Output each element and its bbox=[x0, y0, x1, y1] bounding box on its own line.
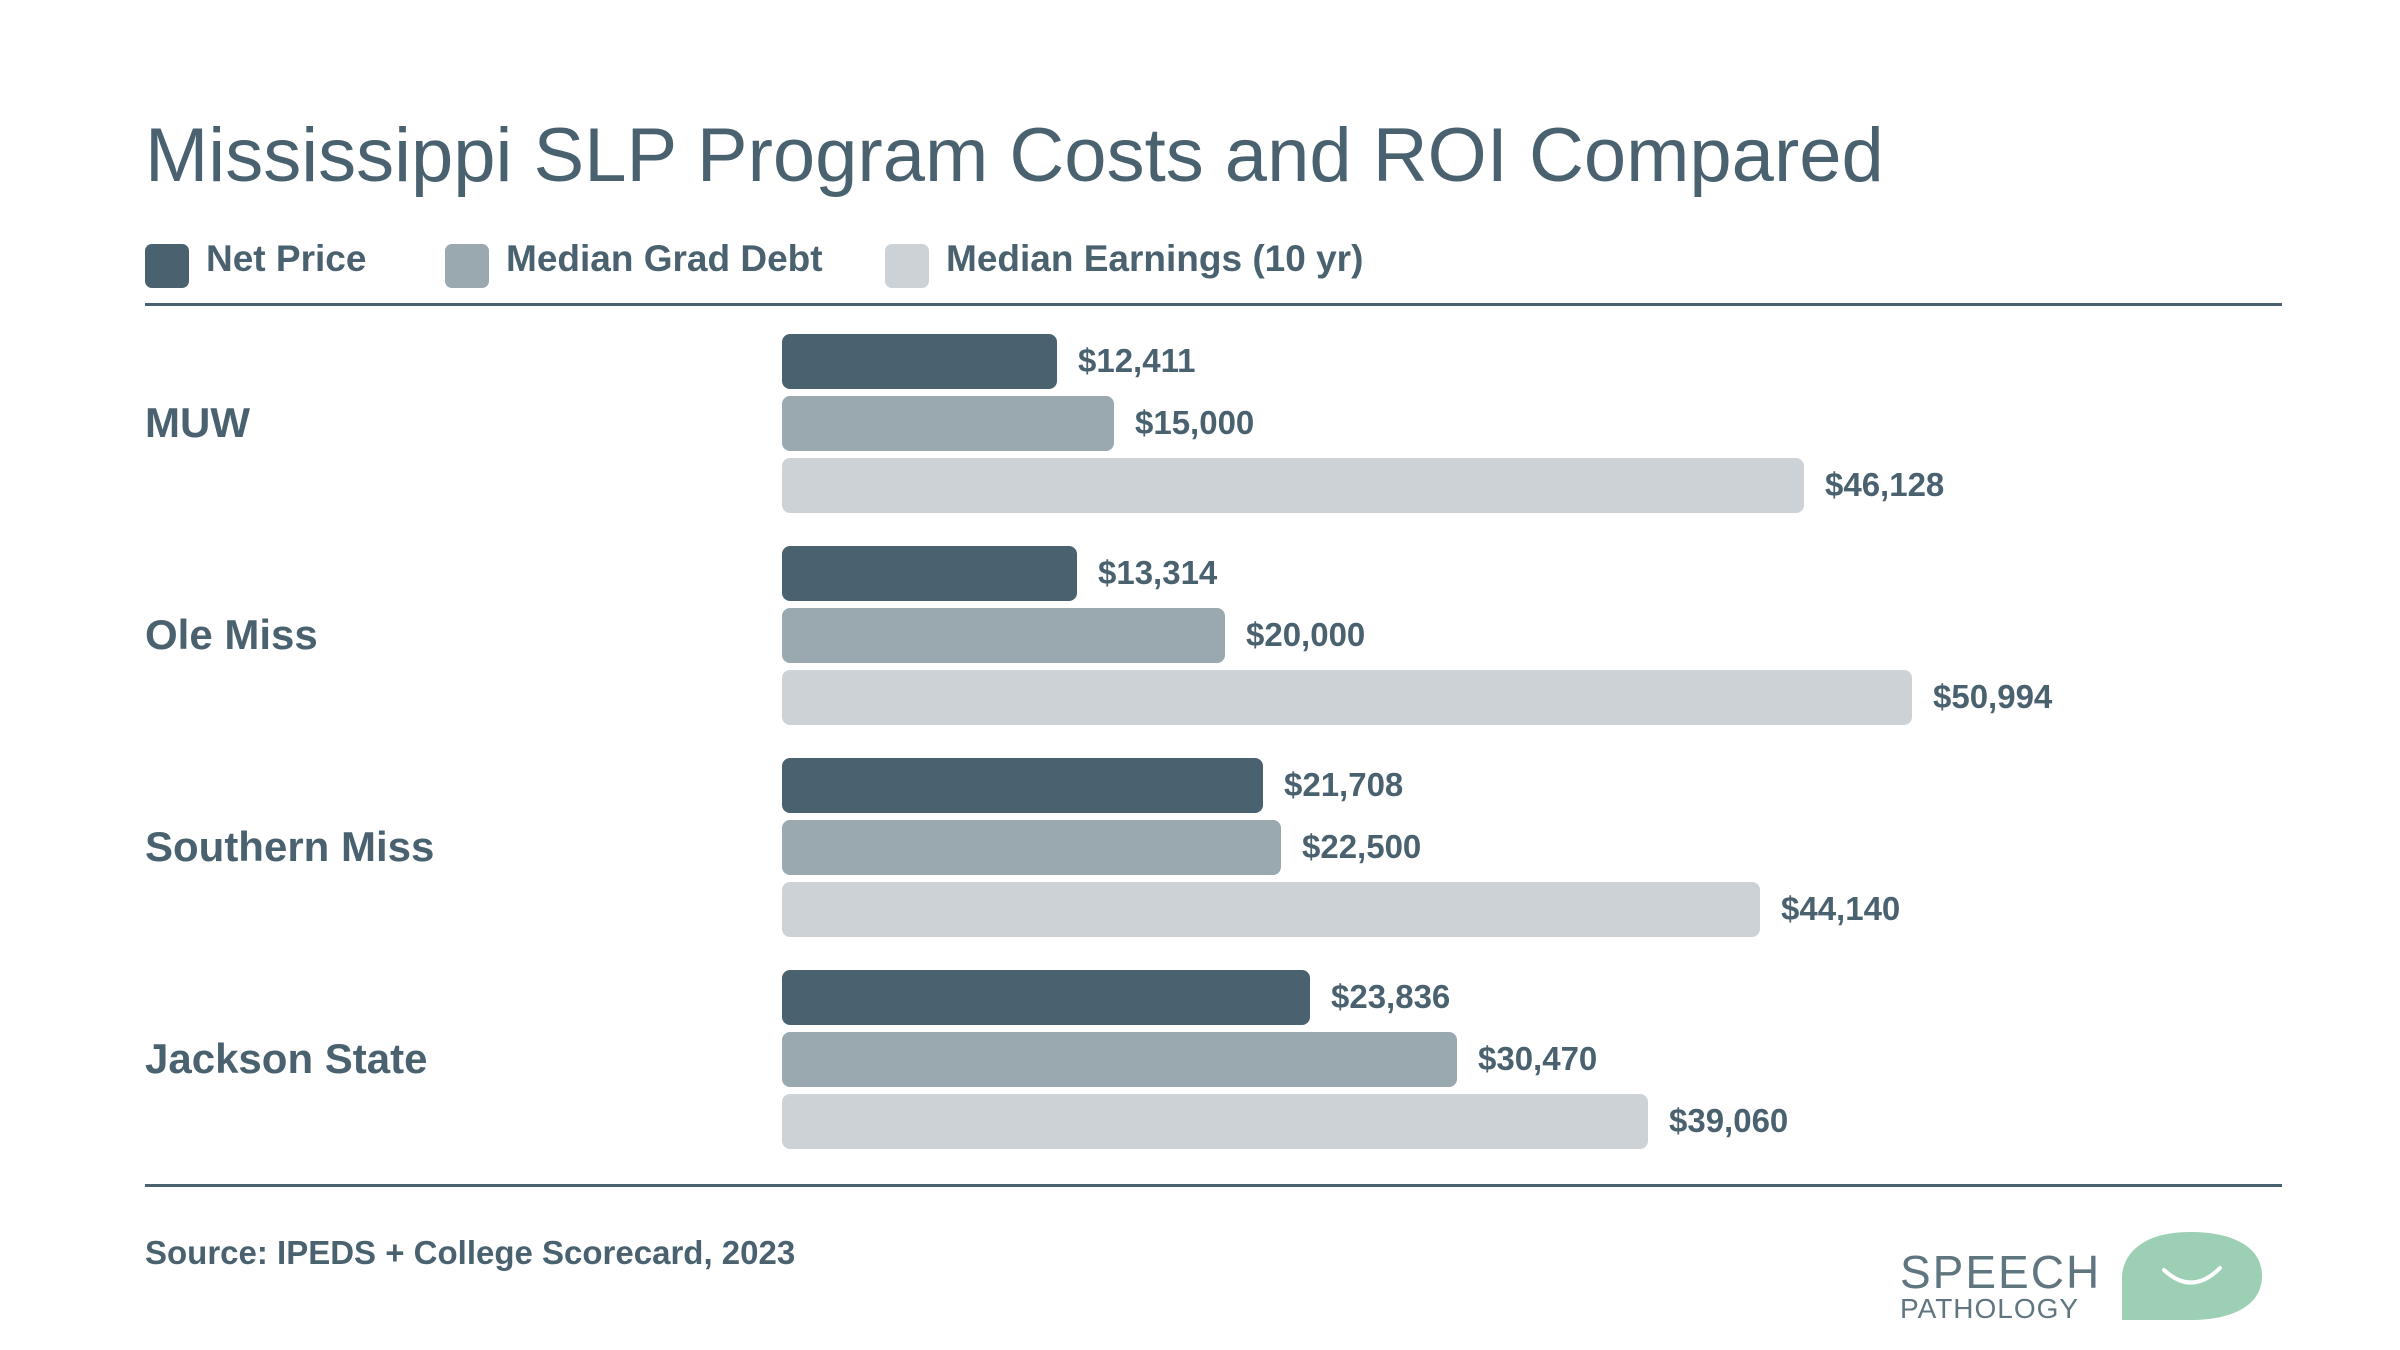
legend-swatch-median-earnings bbox=[885, 244, 929, 288]
value-label-ole-miss-median-grad-debt: $20,000 bbox=[1246, 616, 1366, 653]
source-note: Source: IPEDS + College Scorecard, 2023 bbox=[145, 1234, 796, 1271]
bar-jackson-state-net-price bbox=[782, 970, 1310, 1025]
value-label-muw-median-earnings: $46,128 bbox=[1825, 466, 1945, 503]
bar-southern-miss-median-earnings bbox=[782, 882, 1760, 937]
smile-icon bbox=[2162, 1266, 2222, 1285]
bar-muw-median-earnings bbox=[782, 458, 1804, 513]
category-label-jackson-state: Jackson State bbox=[145, 1034, 428, 1082]
bar-muw-net-price bbox=[782, 334, 1057, 389]
speech-pathology-logo: SPEECH PATHOLOGY bbox=[1900, 1232, 2262, 1324]
top-rule bbox=[145, 303, 2282, 306]
value-label-jackson-state-median-grad-debt: $30,470 bbox=[1478, 1040, 1598, 1077]
value-label-jackson-state-net-price: $23,836 bbox=[1331, 978, 1451, 1015]
legend-label-median-grad-debt: Median Grad Debt bbox=[506, 238, 823, 279]
bottom-rule bbox=[145, 1184, 2282, 1187]
value-label-southern-miss-median-grad-debt: $22,500 bbox=[1302, 828, 1422, 865]
legend-swatch-net-price bbox=[145, 244, 189, 288]
logo-text-speech: SPEECH bbox=[1900, 1246, 2101, 1298]
legend-swatch-median-grad-debt bbox=[445, 244, 489, 288]
value-label-southern-miss-net-price: $21,708 bbox=[1284, 766, 1404, 803]
bar-ole-miss-median-earnings bbox=[782, 670, 1912, 725]
logo-bubble-icon bbox=[2122, 1232, 2262, 1320]
value-label-ole-miss-median-earnings: $50,994 bbox=[1933, 678, 2053, 715]
category-label-southern-miss: Southern Miss bbox=[145, 822, 435, 870]
value-label-muw-net-price: $12,411 bbox=[1078, 342, 1196, 379]
category-label-ole-miss: Ole Miss bbox=[145, 610, 318, 658]
bar-jackson-state-median-earnings bbox=[782, 1094, 1648, 1149]
chart-title: Mississippi SLP Program Costs and ROI Co… bbox=[145, 113, 1884, 198]
legend-label-net-price: Net Price bbox=[206, 238, 367, 279]
bar-southern-miss-median-grad-debt bbox=[782, 820, 1281, 875]
speech-bubble-shape bbox=[2122, 1232, 2262, 1320]
legend-label-median-earnings: Median Earnings (10 yr) bbox=[946, 238, 1364, 279]
bar-ole-miss-net-price bbox=[782, 546, 1077, 601]
bar-jackson-state-median-grad-debt bbox=[782, 1032, 1457, 1087]
value-label-ole-miss-net-price: $13,314 bbox=[1098, 554, 1218, 591]
value-label-southern-miss-median-earnings: $44,140 bbox=[1781, 890, 1901, 927]
value-label-muw-median-grad-debt: $15,000 bbox=[1135, 404, 1255, 441]
value-label-jackson-state-median-earnings: $39,060 bbox=[1669, 1102, 1789, 1139]
category-label-muw: MUW bbox=[145, 398, 250, 446]
bar-southern-miss-net-price bbox=[782, 758, 1263, 813]
bar-muw-median-grad-debt bbox=[782, 396, 1114, 451]
bar-ole-miss-median-grad-debt bbox=[782, 608, 1225, 663]
logo-text-pathology: PATHOLOGY bbox=[1900, 1293, 2079, 1324]
